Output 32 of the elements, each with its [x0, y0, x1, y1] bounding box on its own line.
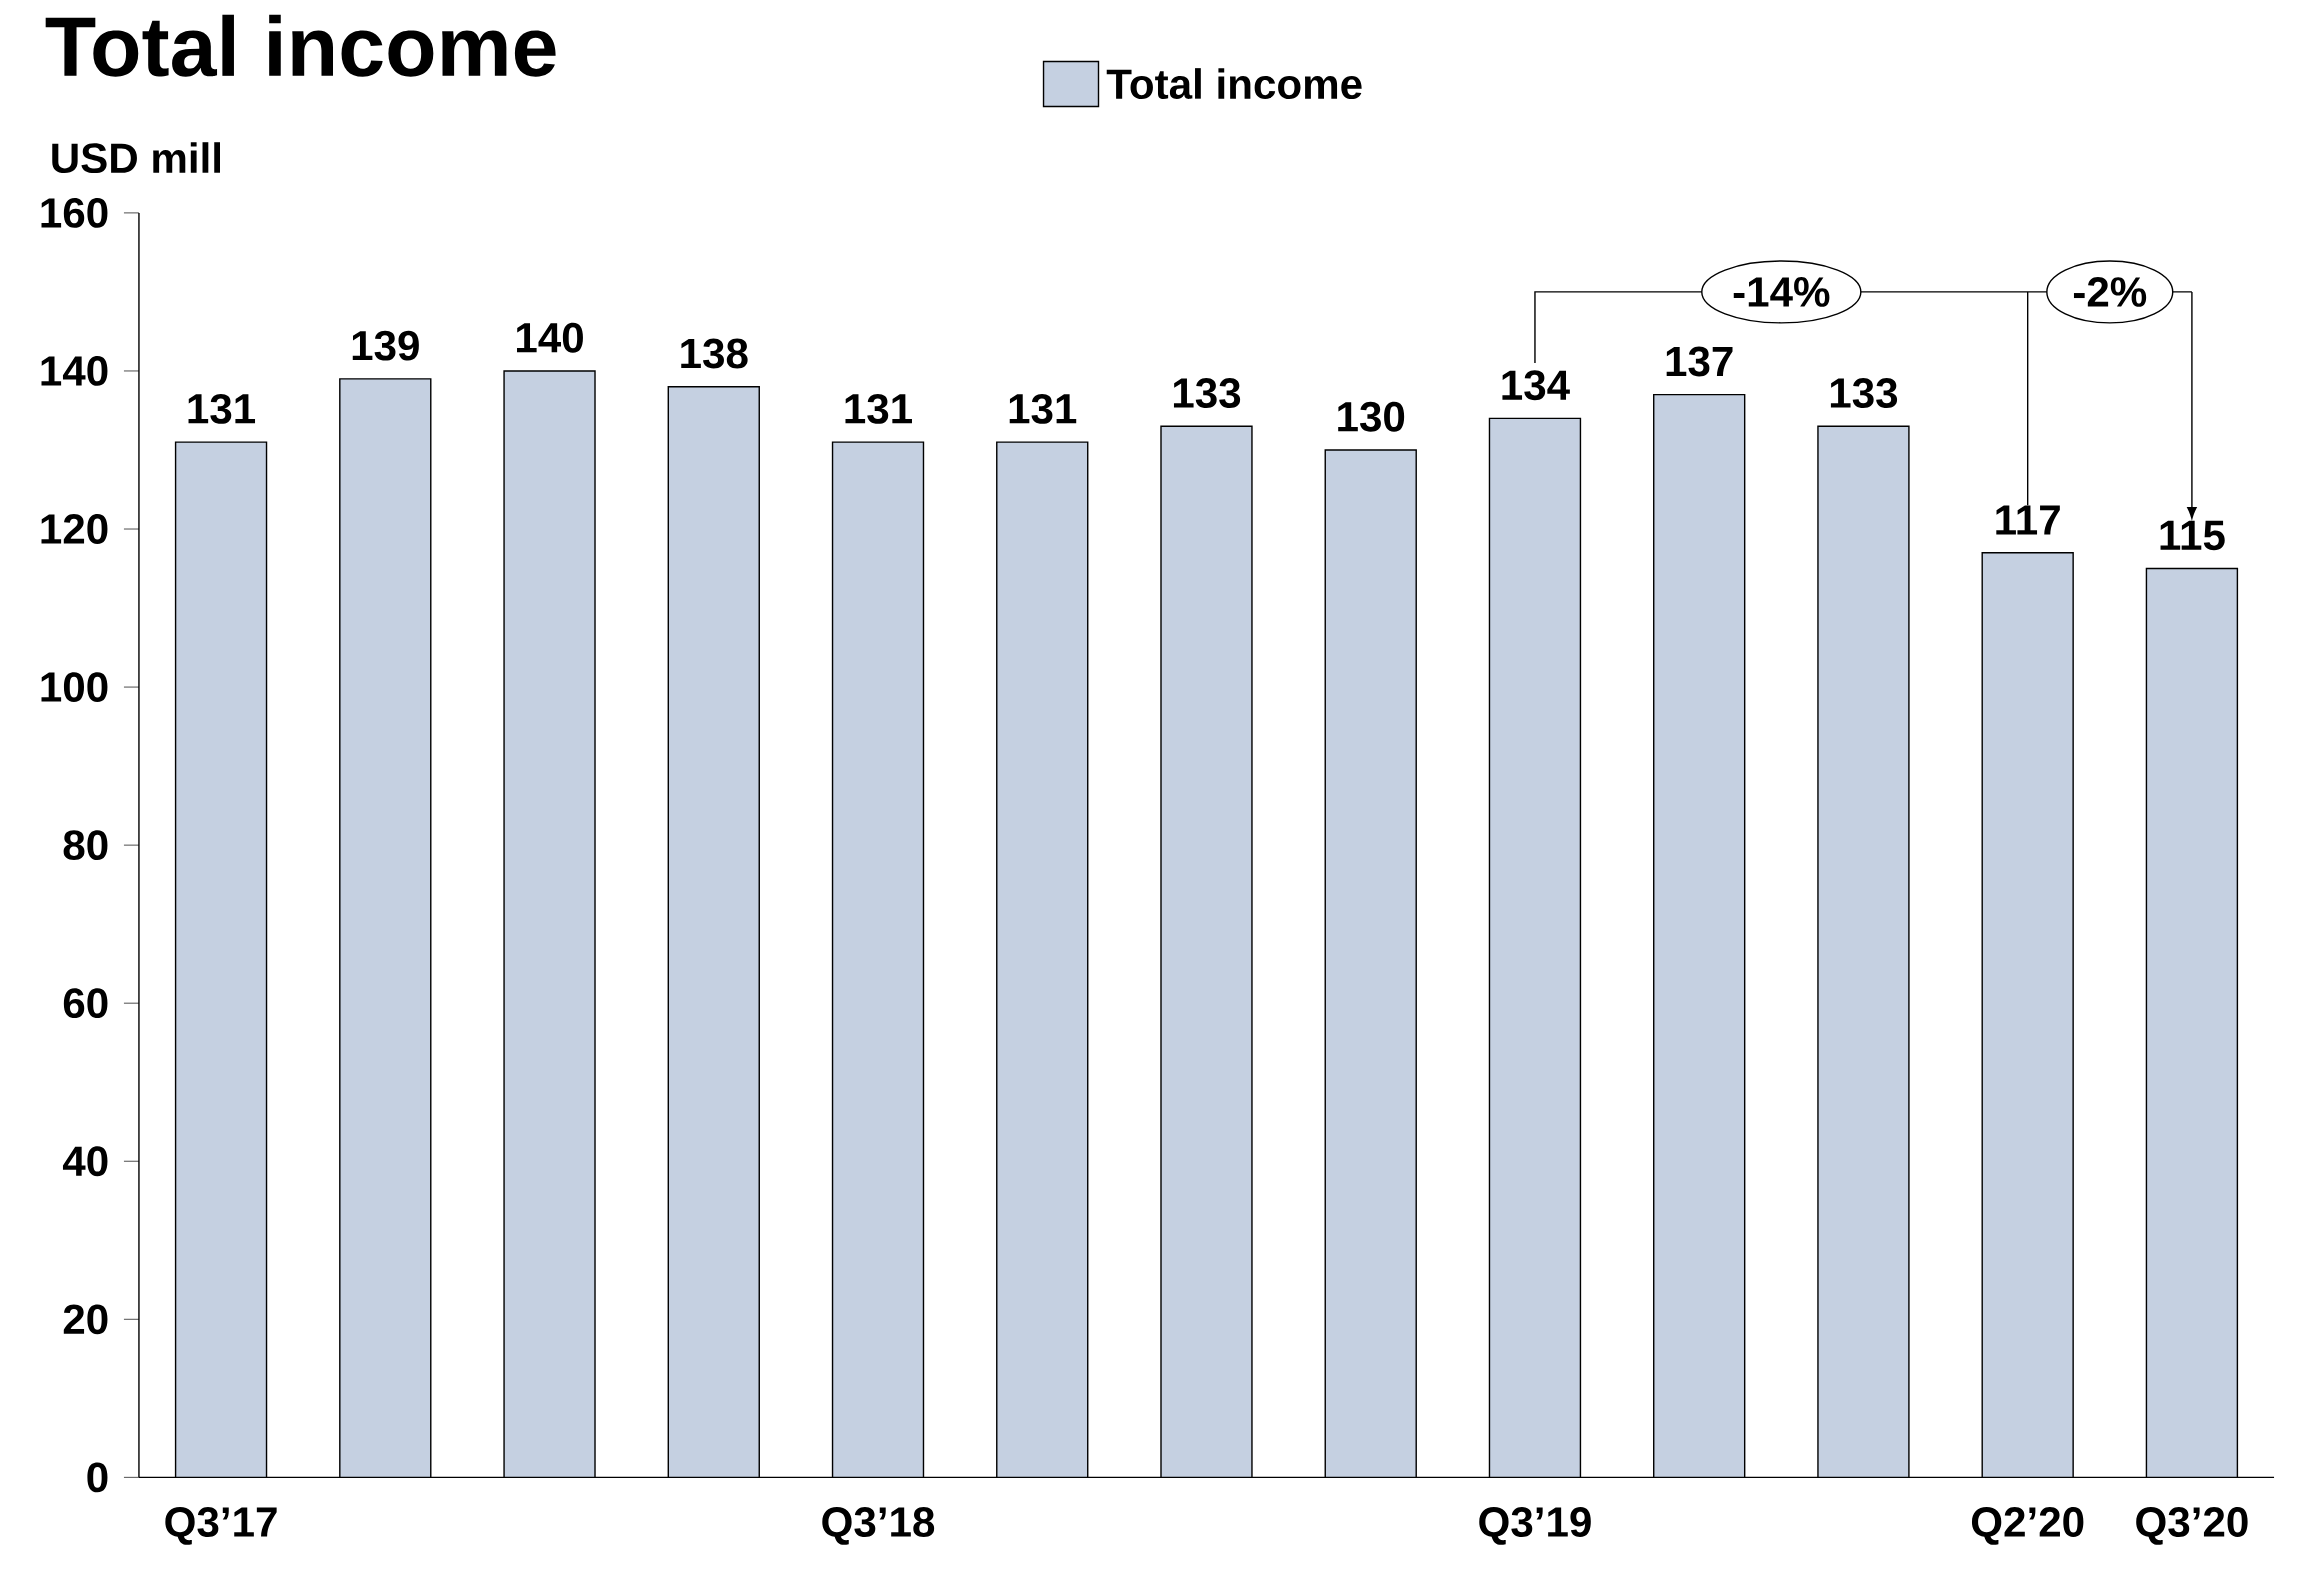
data-label: 139 — [352, 330, 419, 361]
annotation: -14% — [1733, 276, 1830, 307]
y-tick-label: 120 — [41, 513, 108, 544]
annotation: -2% — [2073, 276, 2147, 307]
data-label: 131 — [188, 393, 256, 424]
y-tick-label: 20 — [63, 1304, 108, 1335]
data-label: 131 — [1009, 393, 1077, 424]
data-label: 137 — [1666, 346, 1733, 377]
legend-label: Total income — [1106, 67, 1362, 99]
data-label: 131 — [845, 393, 912, 424]
data-label: 133 — [1173, 377, 1241, 408]
x-tick-label: Q3’20 — [2136, 1506, 2248, 1545]
y-tick-label: 0 — [87, 1462, 108, 1493]
x-tick-label: Q2’20 — [1971, 1506, 2084, 1545]
y-tick-label: 100 — [41, 672, 108, 702]
y-tick-label: 40 — [62, 1146, 108, 1176]
y-tick-label: 60 — [63, 988, 108, 1018]
y-tick-label: 80 — [63, 830, 108, 860]
data-label: 130 — [1338, 401, 1405, 432]
data-label: 138 — [681, 338, 748, 369]
data-label: 134 — [1502, 370, 1570, 400]
data-label: 115 — [2160, 520, 2225, 551]
data-label: 117 — [1996, 505, 2060, 535]
chart-title: Total income — [45, 14, 556, 77]
y-tick-label: 160 — [41, 197, 108, 228]
x-tick-label: Q3’19 — [1479, 1506, 1591, 1545]
data-label: 140 — [517, 322, 583, 353]
data-label: 133 — [1830, 377, 1898, 408]
y-axis-title: USD mill — [52, 142, 221, 173]
x-tick-label: Q3’17 — [165, 1506, 277, 1545]
x-tick-label: Q3’18 — [822, 1506, 935, 1545]
y-tick-label: 140 — [41, 355, 108, 386]
